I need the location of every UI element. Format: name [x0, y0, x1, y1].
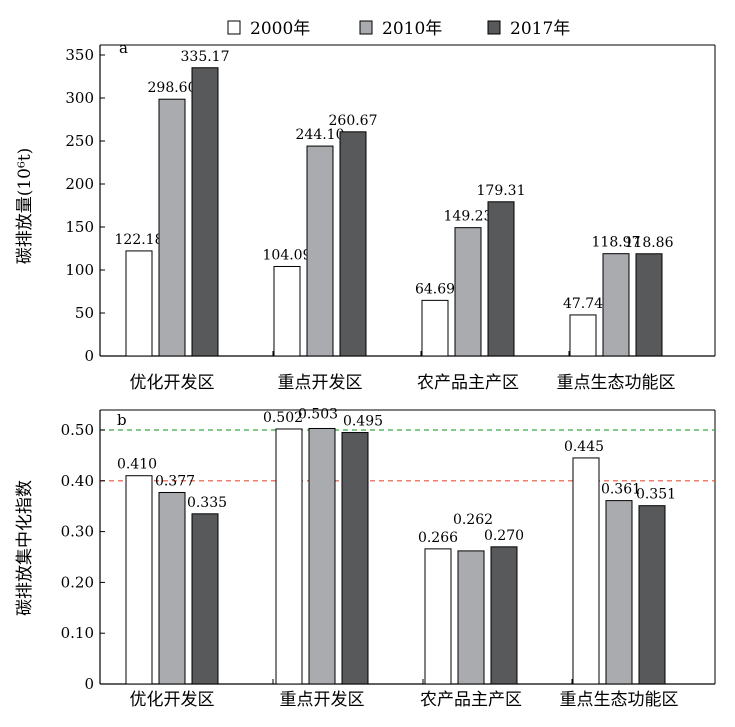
bar — [490, 546, 518, 685]
data-label: 260.67 — [329, 113, 378, 129]
legend-label-1: 2000年 — [250, 19, 310, 39]
bar — [605, 500, 633, 685]
y-tick-label: 350 — [65, 46, 94, 64]
y-tick-label: 0 — [84, 675, 94, 693]
category-label: 重点生态功能区 — [557, 373, 676, 393]
y-tick-label: 0.10 — [61, 624, 94, 642]
bar — [191, 513, 219, 685]
panel-label: b — [117, 411, 127, 429]
y-tick-label: 100 — [65, 261, 94, 279]
data-label: 244.10 — [296, 127, 345, 143]
category-label: 优化开发区 — [130, 690, 215, 710]
y-tick-label: 0.40 — [61, 472, 94, 490]
data-label: 64.69 — [415, 281, 455, 297]
bar — [457, 550, 485, 685]
category-label: 重点生态功能区 — [560, 690, 679, 710]
category-label: 重点开发区 — [280, 690, 365, 710]
y-tick-label: 300 — [65, 89, 94, 107]
bar — [339, 131, 367, 357]
bar — [635, 253, 663, 357]
bar — [638, 505, 666, 685]
bar — [308, 427, 336, 685]
bar — [158, 491, 186, 685]
data-label: 0.266 — [418, 530, 458, 546]
bar — [275, 428, 303, 685]
bar — [454, 227, 482, 357]
legend-swatch-3 — [487, 20, 501, 35]
data-label: 118.97 — [592, 235, 641, 251]
legend: 2000年 2010年 2017年 — [227, 19, 570, 39]
data-label: 0.377 — [155, 473, 195, 489]
data-label: 0.361 — [601, 482, 641, 498]
y-tick-label: 200 — [65, 175, 94, 193]
data-label: 0.335 — [187, 495, 227, 511]
data-label: 118.86 — [625, 235, 674, 251]
bar — [602, 253, 630, 357]
data-label: 0.410 — [117, 457, 157, 473]
category-label: 重点开发区 — [278, 373, 363, 393]
data-label: 0.503 — [298, 406, 338, 422]
bar — [572, 457, 600, 685]
legend-swatch-2 — [359, 20, 373, 35]
y-tick-label: 0.30 — [61, 523, 94, 541]
bar — [125, 475, 153, 685]
chart-panel-a: 0 50 100 150 200 250 300 350 优化开发区 重点开发区 农产品主产区 重点生… — [15, 39, 716, 393]
category-label: 优化开发区 — [130, 373, 215, 393]
data-label: 298.60 — [148, 80, 197, 96]
data-label: 104.09 — [263, 247, 312, 263]
bar — [306, 145, 334, 357]
category-label: 农产品主产区 — [420, 690, 522, 710]
data-label: 0.495 — [343, 414, 383, 430]
y-tick-label: 0.20 — [61, 573, 94, 591]
data-label: 149.23 — [444, 209, 493, 225]
data-label: 122.18 — [115, 232, 164, 248]
legend-label-3: 2017年 — [510, 19, 570, 39]
y-tick-label: 50 — [75, 304, 94, 322]
bar — [273, 265, 301, 357]
chart-panel-b: 0 0.10 0.20 0.30 0.40 0.50 优化开发区 重点开发区 农产品主产区 重点生… — [15, 406, 716, 710]
y-tick-label: 150 — [65, 218, 94, 236]
legend-swatch-1 — [227, 20, 241, 35]
data-label: 0.270 — [484, 528, 524, 544]
bar — [487, 201, 515, 357]
y-axis-title: 碳排放量(10⁶t) — [15, 148, 35, 265]
y-tick-label: 250 — [65, 132, 94, 150]
bar — [424, 548, 452, 685]
data-label: 335.17 — [181, 49, 230, 65]
bar — [125, 250, 153, 357]
bar — [421, 299, 449, 357]
bar — [191, 67, 219, 357]
data-label: 0.445 — [564, 439, 604, 455]
data-label: 179.31 — [477, 183, 526, 199]
data-label: 47.74 — [563, 296, 603, 312]
y-axis-title: 碳排放集中化指数 — [15, 480, 35, 616]
bar — [569, 314, 597, 357]
bar — [158, 98, 186, 357]
y-tick-label: 0 — [84, 347, 94, 365]
y-tick-label: 0.50 — [61, 421, 94, 439]
legend-label-2: 2010年 — [382, 19, 442, 39]
data-label: 0.351 — [636, 487, 676, 503]
data-label: 0.502 — [263, 410, 303, 426]
category-label: 农产品主产区 — [417, 373, 519, 393]
bar — [341, 432, 369, 685]
data-label: 0.262 — [453, 512, 493, 528]
panel-label: a — [119, 39, 128, 57]
